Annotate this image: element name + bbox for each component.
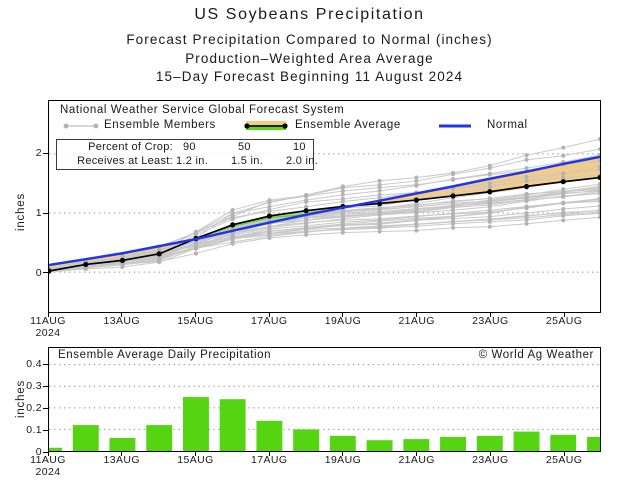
x-tick-mark [416, 313, 418, 317]
y-tick-label: 0 [35, 266, 42, 279]
x-tick-mark [194, 452, 196, 456]
y-tick-mark [43, 272, 48, 274]
x-tick-label: 23AUG [472, 315, 509, 327]
x-axis-year-label: 2024 [35, 466, 61, 478]
accumulation-chart-canvas [49, 137, 600, 274]
y-tick-label: 0.4 [26, 358, 42, 370]
x-tick-label: 25AUG [545, 315, 583, 327]
x-tick-label: 25AUG [545, 454, 583, 466]
accumulation-chart-plot [48, 100, 601, 313]
y-tick-mark [43, 451, 48, 453]
y-tick-label: 0.1 [26, 424, 42, 436]
x-tick-label: 19AUG [324, 315, 362, 327]
legend-normal-label: Normal [487, 119, 528, 131]
x-tick-mark [268, 452, 270, 456]
crop-percent-table: Percent of Crop: 90 50 10 Receives at Le… [56, 139, 318, 170]
y-tick-label: 0 [35, 446, 42, 458]
x-tick-label: 15AUG [177, 315, 214, 327]
y-tick-label: 0.3 [26, 380, 42, 392]
y-tick-mark [43, 429, 48, 431]
x-tick-label: 11AUG [30, 315, 66, 327]
x-tick-label: 17AUG [250, 315, 288, 327]
x-tick-label: 23AUG [472, 454, 509, 466]
y-tick-mark [43, 152, 48, 154]
y-tick-mark [43, 407, 48, 409]
table-row: Receives at Least: 1.2 in. 1.5 in. 2.0 i… [57, 154, 318, 168]
page-title: US Soybeans Precipitation [194, 6, 425, 23]
subtitle-area-average: Production–Weighted Area Average [185, 51, 434, 66]
y-tick-mark [43, 363, 48, 365]
x-axis-year-label: 2024 [35, 327, 61, 339]
chart-legend: Ensemble Members Ensemble Average Normal [0, 119, 619, 133]
x-tick-mark [416, 452, 418, 456]
table-cell: 2.0 in. [286, 155, 319, 167]
x-tick-label: 21AUG [398, 454, 435, 466]
x-tick-mark [563, 313, 565, 317]
y-tick-mark [43, 385, 48, 387]
x-tick-label: 11AUG [30, 454, 66, 466]
x-tick-mark [489, 452, 491, 456]
x-tick-label: 13AUG [103, 315, 140, 327]
subtitle-forecast-date: 15–Day Forecast Beginning 11 August 2024 [155, 69, 464, 84]
subtitle-comparison: Forecast Precipitation Compared to Norma… [126, 32, 493, 47]
x-tick-mark [47, 313, 49, 317]
x-tick-label: 21AUG [398, 315, 435, 327]
x-tick-mark [121, 452, 123, 456]
daily-precip-chart-canvas [49, 364, 600, 451]
x-tick-label: 17AUG [250, 454, 288, 466]
daily-precip-chart-plot [48, 347, 601, 452]
legend-system-label: National Weather Service Global Forecast… [60, 104, 345, 116]
y-tick-label: 1 [35, 207, 42, 220]
copyright-watermark: © World Ag Weather [478, 349, 594, 361]
x-tick-label: 15AUG [177, 454, 214, 466]
x-tick-label: 19AUG [324, 454, 362, 466]
x-tick-label: 13AUG [103, 454, 140, 466]
bottom-chart-title: Ensemble Average Daily Precipitation [58, 349, 272, 361]
x-tick-mark [121, 313, 123, 317]
row-label: Receives at Least: [77, 155, 173, 167]
y-tick-label: 2 [35, 147, 42, 160]
x-tick-mark [268, 313, 270, 317]
x-tick-mark [342, 313, 344, 317]
x-tick-mark [194, 313, 196, 317]
x-tick-mark [489, 313, 491, 317]
ensemble-average-swatch-icon [244, 121, 288, 130]
x-tick-mark [342, 452, 344, 456]
y-tick-mark [43, 212, 48, 214]
x-tick-mark [47, 452, 49, 456]
table-row: Percent of Crop: 90 50 10 [57, 140, 313, 154]
table-cell: 10 [293, 141, 306, 153]
table-cell: 50 [238, 141, 251, 153]
bottom-chart-y-axis-label: inches [15, 379, 27, 419]
table-cell: 90 [183, 141, 196, 153]
ensemble-members-swatch-icon [63, 123, 99, 129]
y-tick-label: 0.2 [26, 402, 42, 414]
x-tick-mark [563, 452, 565, 456]
legend-ensemble-average-label: Ensemble Average [295, 119, 401, 131]
table-cell: 1.5 in. [231, 155, 264, 167]
table-cell: 1.2 in. [176, 155, 209, 167]
legend-ensemble-members-label: Ensemble Members [104, 119, 216, 131]
row-label: Percent of Crop: [88, 141, 173, 153]
normal-swatch-icon [439, 124, 471, 128]
